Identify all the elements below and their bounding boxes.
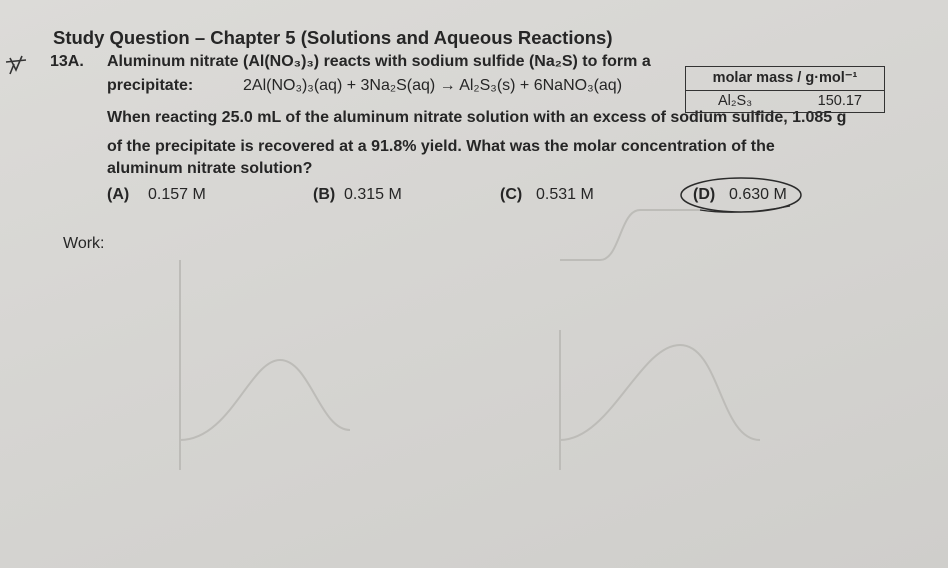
equation-label: precipitate: [107,77,194,94]
choice-letter: (C) [500,186,523,203]
choice-value: 0.157 M [148,186,206,203]
equation: 2Al(NO₃)₃(aq) + 3Na₂S(aq) → Al₂S₃(s) + 6… [243,77,623,94]
table-cell: 150.17 [817,93,862,109]
bleed-through [179,209,761,470]
choice-letter: (D) [693,186,716,203]
choice-letter: (B) [313,186,336,203]
faint-curve [179,358,351,441]
header-title: Study Question – Chapter 5 (Solutions an… [53,27,613,48]
answer-circle-tail [699,205,791,213]
star-doodle [5,55,27,75]
table-header: molar mass / g·mol⁻¹ [686,67,884,91]
question-line: When reacting 25.0 mL of the aluminum ni… [107,109,847,126]
faint-curve [559,343,761,441]
question-line: Aluminum nitrate (Al(NO₃)₃) reacts with … [107,53,651,70]
molar-mass-table: molar mass / g·mol⁻¹ Al₂S₃ 150.17 [685,66,885,113]
choice-letter: (A) [107,186,130,203]
question-line: aluminum nitrate solution? [107,160,313,177]
choice-value: 0.630 M [729,186,787,203]
question-line: of the precipitate is recovered at a 91.… [107,138,775,155]
choice-value: 0.315 M [344,186,402,203]
question-number: 13A. [50,53,84,70]
work-label: Work: [63,235,105,252]
faint-curve [560,209,700,261]
choice-value: 0.531 M [536,186,594,203]
table-cell: Al₂S₃ [718,93,753,109]
